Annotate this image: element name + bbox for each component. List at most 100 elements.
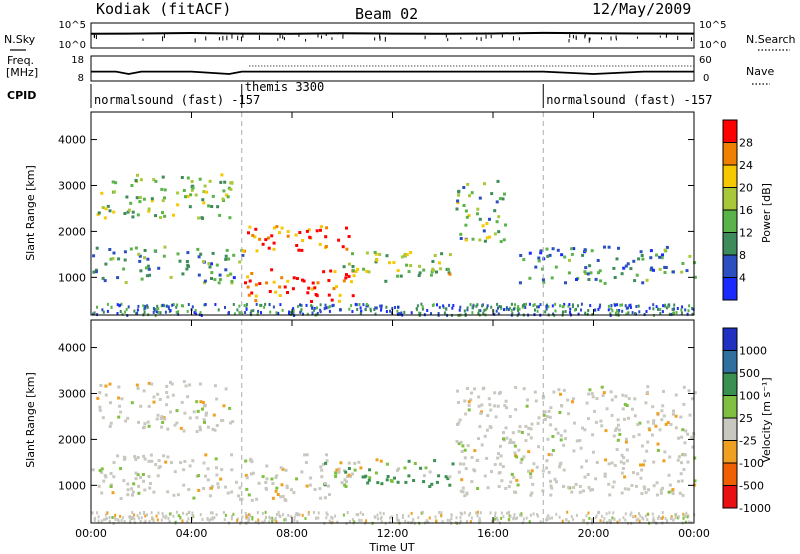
data-pixel <box>591 433 595 437</box>
data-pixel <box>153 308 156 312</box>
data-pixel <box>152 490 156 494</box>
data-pixel <box>319 310 322 314</box>
data-pixel <box>612 511 615 515</box>
x-tick-label: 16:00 <box>477 527 509 540</box>
data-pixel <box>583 428 587 432</box>
data-pixel <box>537 445 541 449</box>
data-pixel <box>150 511 153 515</box>
data-pixel <box>405 263 409 267</box>
data-pixel <box>289 311 292 314</box>
data-pixel <box>535 465 539 469</box>
data-pixel <box>154 179 158 183</box>
data-pixel <box>251 234 255 237</box>
data-pixel <box>257 518 260 522</box>
data-pixel <box>520 430 524 434</box>
data-pixel <box>201 517 204 521</box>
data-pixel <box>246 285 250 289</box>
data-pixel <box>117 415 121 419</box>
data-pixel <box>459 440 463 444</box>
data-pixel <box>582 489 585 493</box>
data-pixel <box>610 304 613 307</box>
data-pixel <box>231 420 235 424</box>
data-pixel <box>156 413 160 417</box>
data-pixel <box>521 304 524 308</box>
data-pixel <box>476 513 479 517</box>
data-pixel <box>470 391 473 395</box>
data-pixel <box>204 453 208 457</box>
data-pixel <box>308 483 312 487</box>
data-pixel <box>277 510 280 514</box>
data-pixel <box>589 488 593 492</box>
data-pixel <box>681 305 684 309</box>
data-pixel <box>172 493 176 497</box>
data-pixel <box>168 520 171 524</box>
data-pixel <box>250 472 253 476</box>
data-pixel <box>571 400 574 404</box>
data-pixel <box>632 515 634 519</box>
data-pixel <box>532 512 535 516</box>
data-pixel <box>476 303 479 307</box>
data-pixel <box>593 409 596 413</box>
data-pixel <box>245 487 249 491</box>
data-pixel <box>476 510 479 514</box>
data-pixel <box>220 173 224 177</box>
data-pixel <box>328 493 331 497</box>
y-tick-label: 3000 <box>58 387 86 400</box>
data-pixel <box>562 485 566 488</box>
data-pixel <box>467 214 471 217</box>
data-pixel <box>302 312 304 316</box>
data-pixel <box>485 428 489 432</box>
data-pixel <box>632 435 636 439</box>
data-pixel <box>116 303 119 307</box>
data-pixel <box>554 302 557 306</box>
data-pixel <box>607 304 610 308</box>
data-pixel <box>345 226 348 230</box>
data-pixel <box>100 191 104 195</box>
data-pixel <box>428 485 432 488</box>
data-pixel <box>171 393 175 397</box>
data-pixel <box>402 514 404 517</box>
data-pixel <box>124 281 128 284</box>
data-pixel <box>183 411 187 415</box>
data-pixel <box>510 302 513 306</box>
data-pixel <box>591 518 594 522</box>
data-pixel <box>97 515 100 519</box>
data-pixel <box>261 512 264 515</box>
data-pixel <box>550 486 554 490</box>
data-pixel <box>470 480 474 484</box>
data-pixel <box>656 516 659 520</box>
data-pixel <box>685 269 689 273</box>
data-pixel <box>468 194 471 198</box>
data-pixel <box>645 310 648 313</box>
data-pixel <box>295 244 299 247</box>
data-pixel <box>587 392 591 396</box>
data-pixel <box>196 409 200 413</box>
data-pixel <box>595 397 599 400</box>
data-pixel <box>536 513 539 516</box>
data-pixel <box>622 456 626 460</box>
data-pixel <box>559 434 563 438</box>
data-pixel <box>139 404 143 408</box>
data-pixel <box>301 239 305 242</box>
data-pixel <box>436 303 438 307</box>
data-pixel <box>425 519 428 523</box>
data-pixel <box>546 415 549 419</box>
data-pixel <box>664 517 667 520</box>
data-pixel <box>298 231 302 234</box>
data-pixel <box>431 260 435 263</box>
data-pixel <box>328 309 331 313</box>
data-pixel <box>622 266 626 270</box>
data-pixel <box>659 488 663 492</box>
data-pixel <box>525 302 527 306</box>
data-pixel <box>192 410 196 414</box>
data-pixel <box>390 515 393 519</box>
data-pixel <box>299 303 302 307</box>
data-pixel <box>182 429 186 433</box>
data-pixel <box>545 518 548 522</box>
data-pixel <box>147 475 151 478</box>
data-pixel <box>506 511 509 515</box>
data-pixel <box>337 467 341 471</box>
data-pixel <box>687 389 691 393</box>
data-pixel <box>615 427 619 430</box>
velocity-y-label: Slant Range [km] <box>24 372 37 468</box>
